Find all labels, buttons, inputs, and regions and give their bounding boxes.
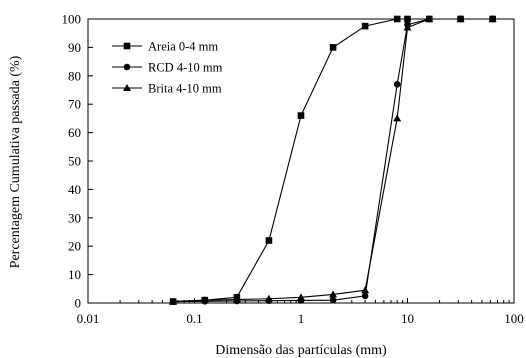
data-point bbox=[361, 22, 369, 30]
data-point bbox=[393, 114, 402, 122]
series-triangle bbox=[169, 15, 497, 305]
data-point bbox=[329, 44, 337, 51]
series-line bbox=[173, 18, 493, 303]
y-tick-label: 30 bbox=[68, 210, 81, 225]
data-point bbox=[329, 296, 337, 304]
data-point bbox=[393, 15, 401, 23]
data-point bbox=[329, 290, 338, 298]
legend-label: RCD 4-10 mm bbox=[148, 61, 223, 75]
data-point bbox=[361, 286, 370, 294]
data-point bbox=[265, 237, 273, 244]
x-axis-title: Dimensão das partículas (mm) bbox=[215, 343, 387, 358]
y-tick-label: 100 bbox=[62, 12, 82, 27]
data-point bbox=[200, 296, 209, 304]
y-tick-label: 50 bbox=[68, 154, 81, 169]
x-tick-label: 0.01 bbox=[77, 311, 100, 326]
data-point bbox=[264, 294, 273, 302]
y-tick-label: 0 bbox=[75, 296, 82, 311]
y-tick-label: 40 bbox=[68, 182, 81, 197]
y-tick-label: 80 bbox=[68, 68, 81, 83]
data-point bbox=[169, 297, 178, 305]
y-tick-label: 60 bbox=[68, 125, 81, 140]
chart-legend: Areia 0-4 mm RCD 4-10 mm Brita 4-10 mm bbox=[112, 40, 223, 96]
legend-entry: Areia 0-4 mm bbox=[112, 40, 218, 54]
data-point bbox=[361, 292, 369, 300]
chart-ticks: 0 10 20 30 40 50 60 70 80 90 100 0.01 0.1 1 10 100 bbox=[62, 12, 524, 327]
legend-marker bbox=[123, 84, 131, 91]
x-tick-label: 1 bbox=[298, 311, 305, 326]
data-point bbox=[297, 112, 305, 119]
legend-marker bbox=[123, 42, 131, 50]
data-point bbox=[456, 15, 465, 22]
legend-label: Areia 0-4 mm bbox=[148, 40, 218, 54]
y-axis-title: Percentagem Cumulativa passada (%) bbox=[8, 55, 23, 268]
x-tick-label: 100 bbox=[504, 311, 524, 326]
series-circle bbox=[169, 15, 496, 305]
legend-entry: RCD 4-10 mm bbox=[112, 61, 223, 75]
legend-entry: Brita 4-10 mm bbox=[112, 82, 222, 96]
x-tick-label: 0.1 bbox=[186, 311, 202, 326]
y-tick-label: 10 bbox=[68, 267, 81, 282]
data-point bbox=[297, 293, 305, 301]
data-point bbox=[425, 15, 434, 22]
y-tick-label: 70 bbox=[68, 97, 81, 112]
y-tick-label: 90 bbox=[68, 40, 81, 55]
legend-marker bbox=[123, 63, 131, 71]
chart-series bbox=[169, 15, 497, 305]
data-point bbox=[488, 15, 497, 22]
legend-label: Brita 4-10 mm bbox=[148, 82, 222, 96]
data-point bbox=[393, 81, 401, 88]
data-point bbox=[232, 295, 241, 303]
series-square bbox=[169, 15, 496, 305]
data-point bbox=[404, 15, 411, 23]
x-tick-label: 10 bbox=[401, 311, 414, 326]
y-tick-label: 20 bbox=[68, 239, 81, 254]
data-point bbox=[403, 23, 412, 31]
